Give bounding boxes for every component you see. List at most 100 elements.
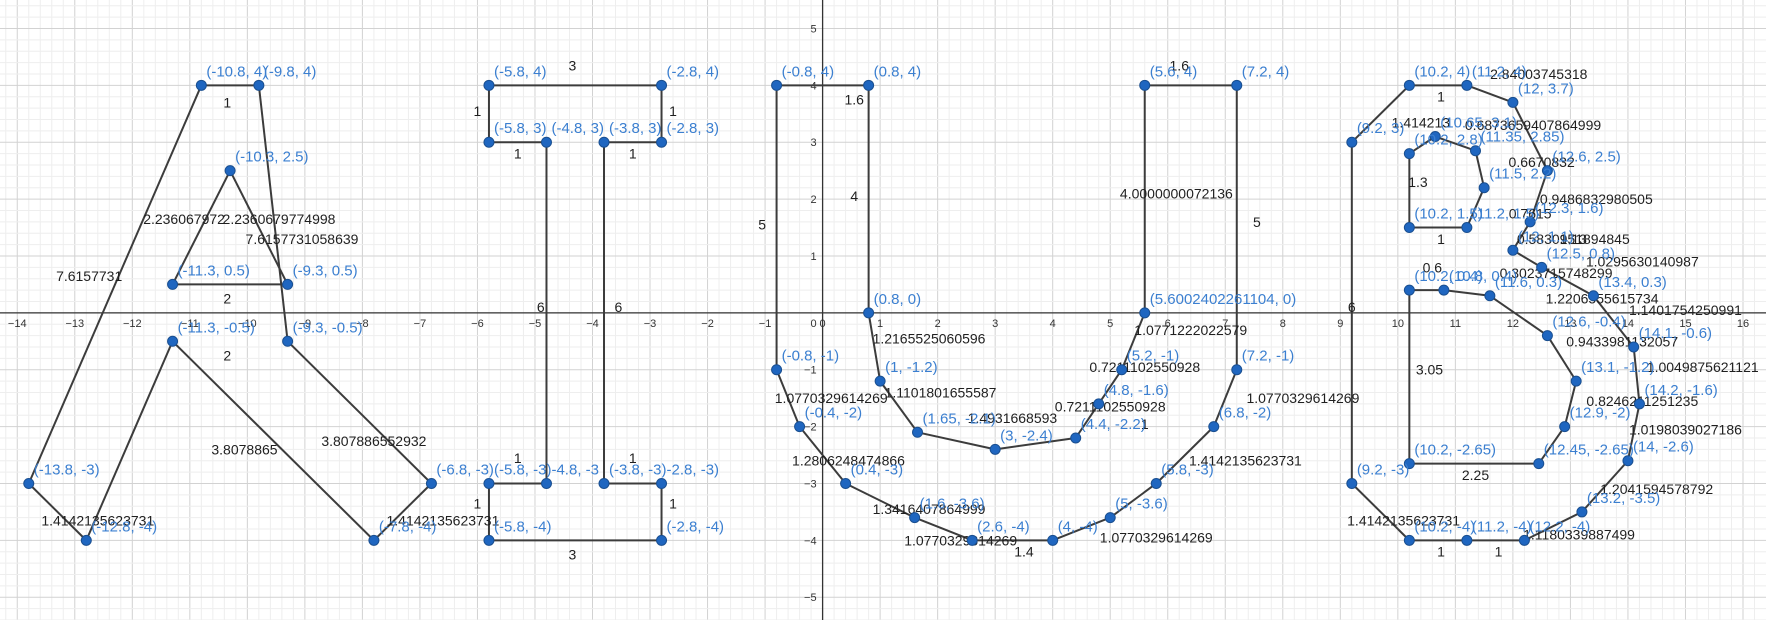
- point-label: (5.2, -1): [1127, 348, 1180, 365]
- x-tick-label: 12: [1507, 318, 1519, 330]
- segment-length-label: 1.2806248474866: [792, 453, 905, 469]
- segment: [373, 482, 433, 542]
- point-label: (12.9, -2): [1570, 405, 1631, 422]
- point: [1559, 421, 1571, 433]
- point: [794, 421, 806, 433]
- y-tick-label: −3: [804, 478, 817, 490]
- point: [1570, 375, 1582, 387]
- segment-length-label: 1: [669, 103, 677, 119]
- point: [863, 79, 875, 91]
- x-tick-label: 9: [1337, 318, 1343, 330]
- point: [1346, 136, 1358, 148]
- point: [1346, 477, 1358, 489]
- x-tick-label: 10: [1392, 318, 1404, 330]
- segment-length-label: 1.6: [845, 92, 865, 108]
- point: [1533, 458, 1545, 470]
- point-label: (12.5, 0.8): [1547, 245, 1615, 262]
- segment-length-label: 1.0770329614269: [904, 532, 1017, 548]
- point-label: (-5.8, -4): [494, 518, 552, 535]
- point: [1541, 165, 1553, 177]
- point-label: (12.6, 2.5): [1552, 149, 1620, 166]
- segment: [1626, 403, 1641, 461]
- point-label: (-9.8, 4): [264, 63, 317, 80]
- segment-length-label: 2: [223, 291, 231, 307]
- segment-length-label: 1.6: [1170, 57, 1190, 73]
- point: [1576, 506, 1588, 518]
- point-label: (3, -2.4): [1000, 427, 1053, 444]
- point: [540, 136, 552, 148]
- point-label: (4.4, -2.2): [1081, 416, 1146, 433]
- segment: [1097, 369, 1123, 405]
- point: [1438, 284, 1450, 296]
- y-tick-label: −5: [804, 592, 817, 604]
- x-tick-label: −3: [644, 318, 657, 330]
- point-label: (-0.8, 4): [782, 63, 835, 80]
- segment-length-label: 3: [568, 57, 576, 73]
- segment-length-label: 0.6873659407864999: [1465, 117, 1601, 133]
- x-tick-label: 2: [935, 318, 941, 330]
- segment: [1474, 150, 1486, 188]
- point-label: (9.2, -3): [1357, 461, 1410, 478]
- point-label: (4, -4): [1058, 518, 1098, 535]
- segment-length-label: 1.0198039027186: [1629, 421, 1742, 437]
- point-label: (13.4, 0.3): [1598, 274, 1666, 291]
- segment-length-label: 1: [514, 146, 522, 162]
- segment-length-label: 1.3416407864999: [873, 501, 986, 517]
- segment-length-label: 1.1180339887499: [1523, 527, 1635, 543]
- point-label: (5.8, -3): [1161, 461, 1214, 478]
- segment-length-label: 0.3023715748299: [1500, 265, 1613, 281]
- point-label: (11.2, 1.5): [1472, 206, 1539, 223]
- point: [80, 534, 92, 546]
- segment: [1351, 84, 1411, 143]
- segment-length-label: 1: [1437, 544, 1445, 560]
- segment: [1052, 516, 1111, 542]
- point: [483, 477, 495, 489]
- point-label: (10.2, 1.5): [1414, 206, 1482, 223]
- point: [1461, 534, 1473, 546]
- point-label: (14.1, -0.6): [1639, 325, 1712, 342]
- point-label: (10.65, 3.1): [1440, 115, 1517, 132]
- point: [1116, 364, 1128, 376]
- point: [1507, 244, 1519, 256]
- point: [1093, 398, 1105, 410]
- point-label: (1, -1.2): [885, 359, 938, 376]
- point: [282, 335, 294, 347]
- y-tick-label: 2: [810, 194, 816, 206]
- x-tick-label: −14: [8, 318, 27, 330]
- segment: [1465, 187, 1486, 228]
- point-label: (10.2, 4): [1414, 63, 1470, 80]
- segment-length-label: 1: [629, 450, 637, 466]
- point: [540, 477, 552, 489]
- segment-length-label: 0.7615: [1509, 205, 1552, 221]
- x-tick-label: 8: [1280, 318, 1286, 330]
- segment-length-label: 1.0770329614269: [1246, 390, 1359, 406]
- point: [989, 443, 1001, 455]
- point-label: (11.35, 2.85): [1481, 129, 1565, 146]
- segment: [1351, 482, 1411, 542]
- point-label: (-9.3, 0.5): [293, 262, 358, 279]
- point-label: (0.8, 0): [874, 291, 922, 308]
- point-label: (13.1, -1.2): [1581, 359, 1654, 376]
- segment: [286, 340, 433, 485]
- segment-length-label: 1: [1141, 416, 1149, 432]
- point: [909, 512, 921, 524]
- point: [1403, 222, 1415, 234]
- point: [253, 79, 265, 91]
- segment-length-label: 2.25: [1462, 467, 1489, 483]
- segment: [1512, 221, 1532, 251]
- segment-length-label: 1: [223, 94, 231, 110]
- x-tick-label: −2: [701, 318, 714, 330]
- point-label: (1.6, -3.6): [920, 496, 985, 513]
- point: [1536, 261, 1548, 273]
- point: [1587, 290, 1599, 302]
- segment-length-label: 3.8078865: [211, 441, 277, 457]
- point-label: (0.4, -3): [851, 461, 904, 478]
- segment: [845, 482, 916, 519]
- point: [598, 477, 610, 489]
- segment: [1155, 425, 1215, 485]
- point: [1403, 534, 1415, 546]
- segment: [1537, 426, 1566, 465]
- segment: [1592, 295, 1635, 348]
